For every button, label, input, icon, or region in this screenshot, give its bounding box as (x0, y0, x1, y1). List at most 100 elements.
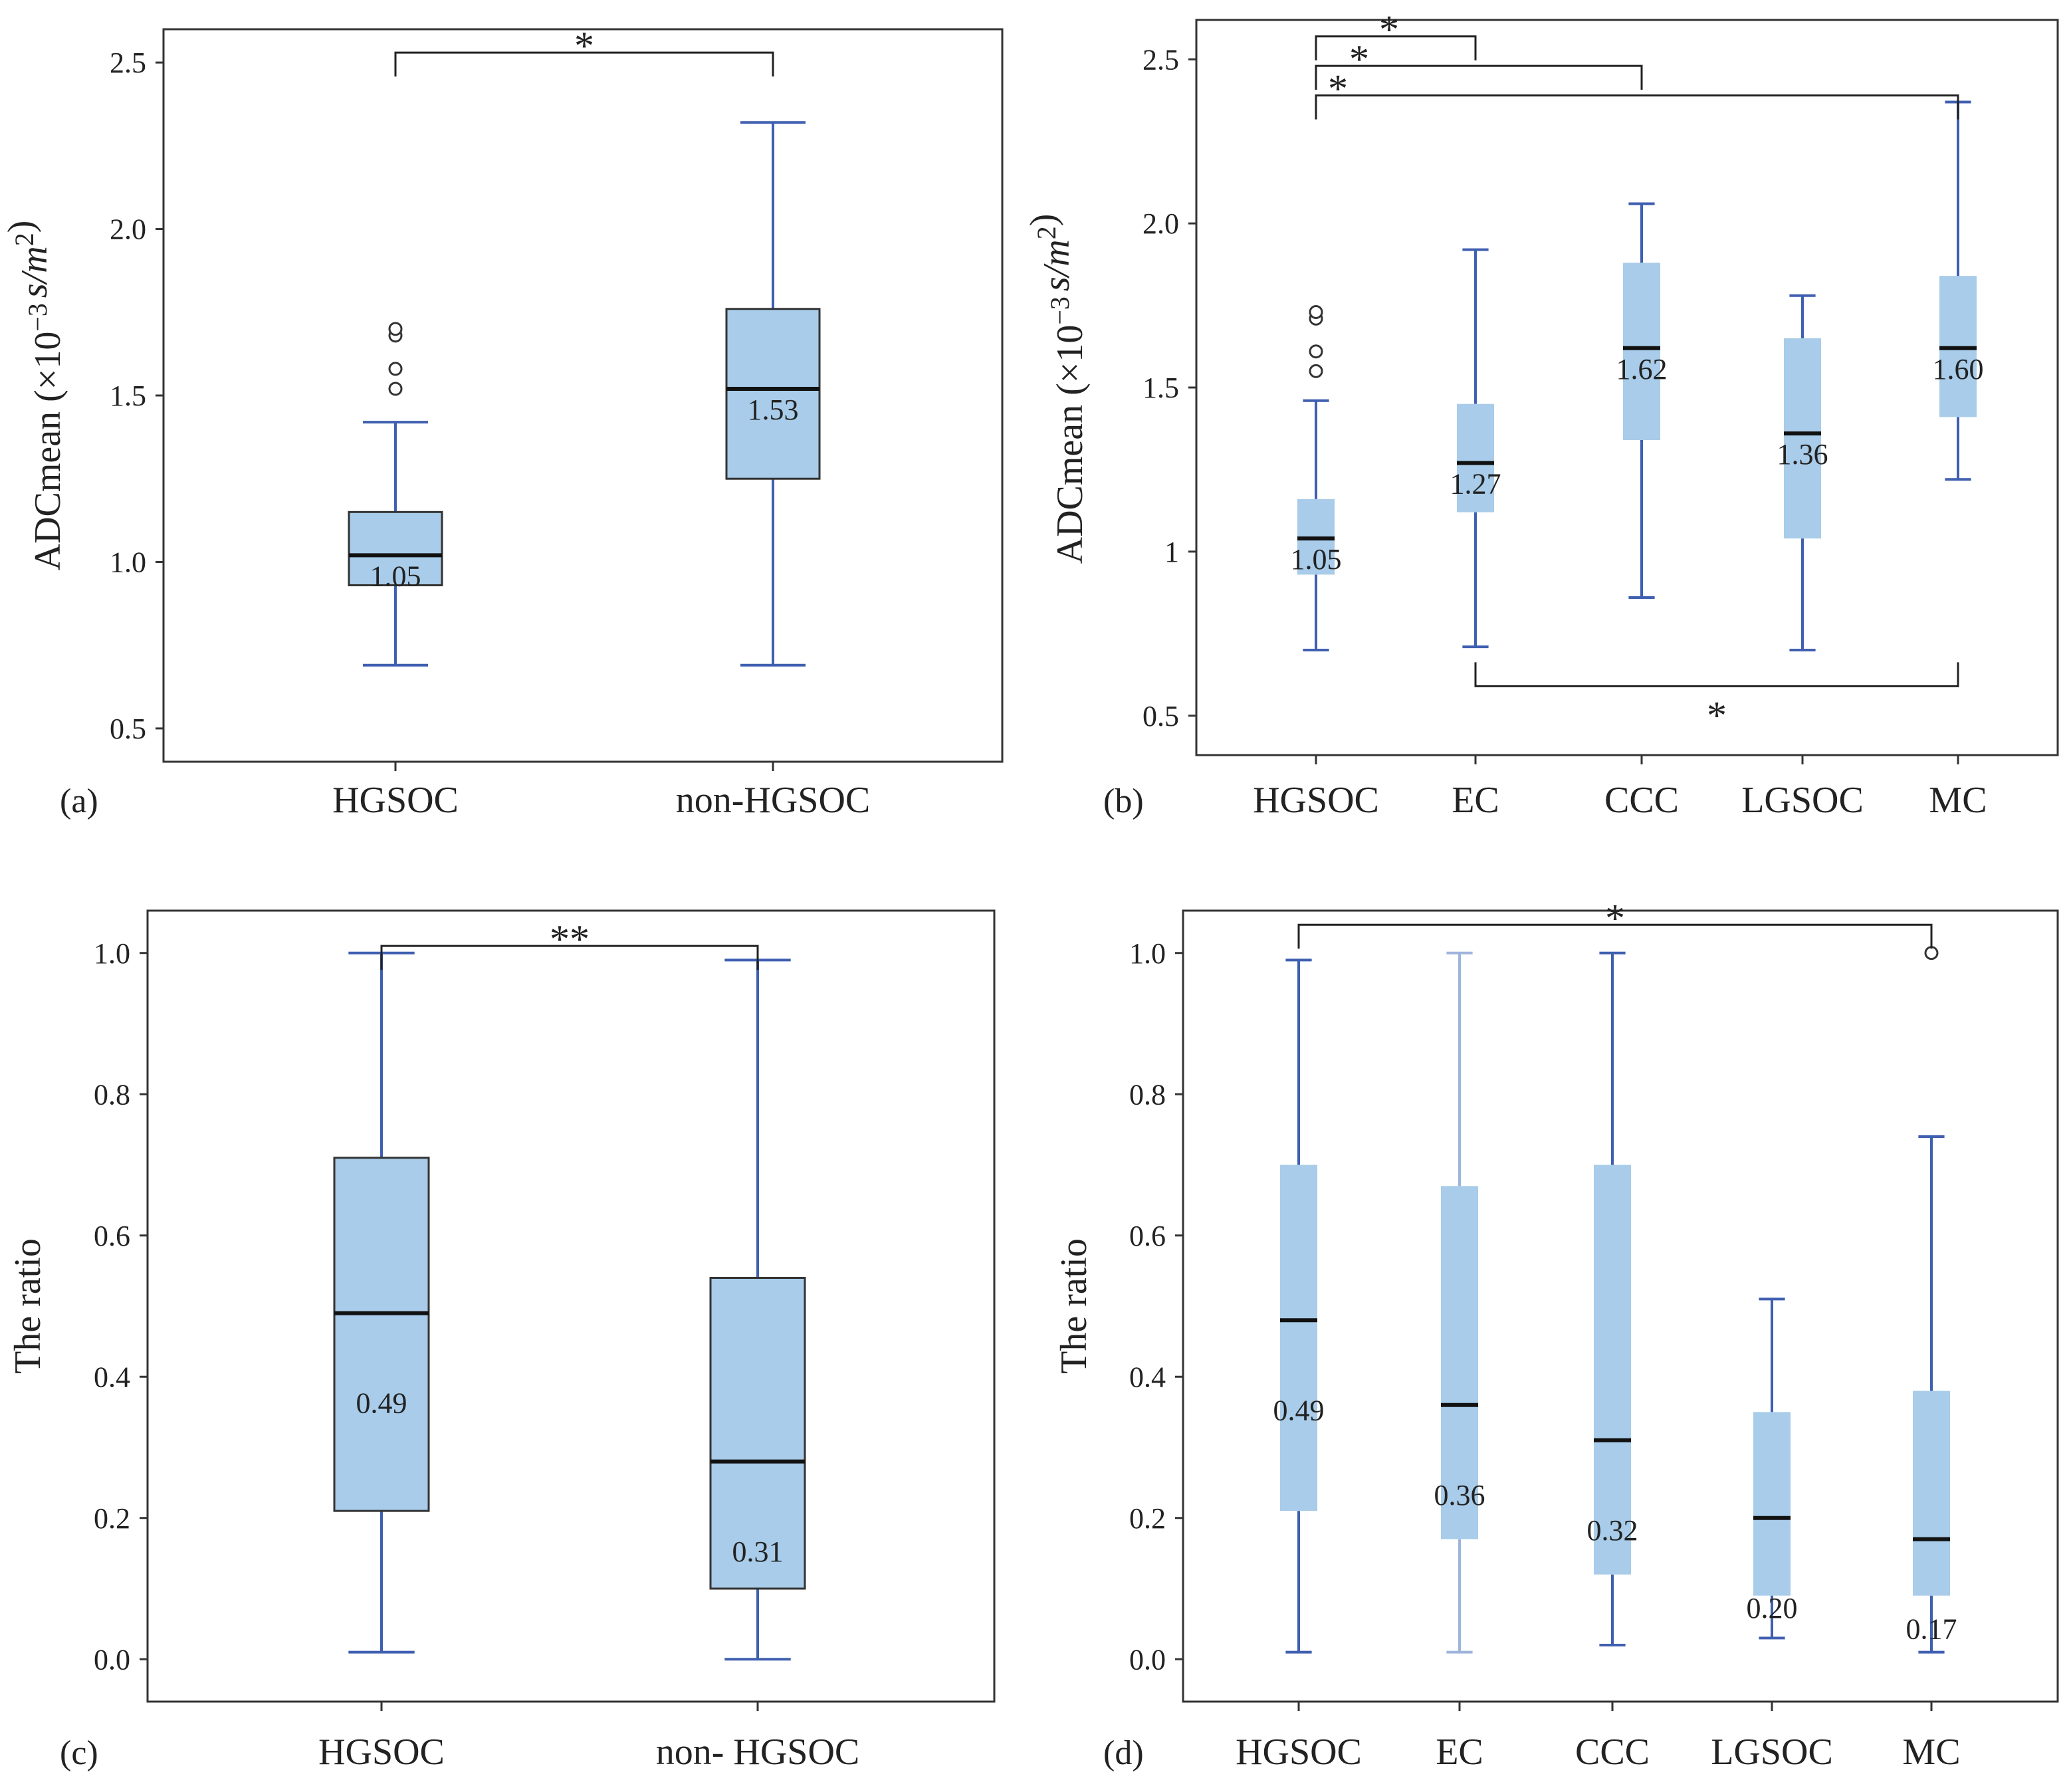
outlier-point (1924, 946, 1939, 960)
x-tick-label: EC (1452, 780, 1499, 821)
median-value-label: 1.05 (1291, 543, 1342, 576)
significance-bracket (380, 945, 759, 970)
y-axis-label-close: ) (1023, 214, 1064, 227)
y-axis-label-unit-exponent: 2 (9, 233, 39, 246)
box-iqr (1457, 403, 1494, 512)
significance-label: * (1379, 8, 1399, 52)
median-value-label: 0.32 (1587, 1514, 1638, 1547)
box-iqr (1280, 1165, 1317, 1512)
y-tick-label: 2.0 (1143, 207, 1179, 240)
x-tick-label: LGSOC (1711, 1732, 1833, 1773)
x-tick-label: HGSOC (1236, 1732, 1362, 1773)
y-axis-label-unit: s/m (14, 246, 55, 298)
y-axis-label-unit: s/m (1036, 239, 1077, 291)
panel-label: (b) (1103, 782, 1144, 820)
y-tick-label: 1.0 (94, 937, 130, 970)
box-iqr (1441, 1186, 1478, 1539)
x-tick-label: HGSOC (332, 780, 459, 821)
panel-d: 0.0 0.2 0.4 0.6 0.8 1.0 HGSOC EC CCC LGSOC MC (d) Th… (1053, 896, 2059, 1773)
y-tick-label: 2.5 (1143, 43, 1179, 76)
plot-frame (1182, 909, 2059, 1703)
y-axis-label-unit-exponent: 2 (1032, 226, 1061, 239)
y-tick-label: 1.0 (110, 546, 146, 578)
significance-label: * (1349, 37, 1369, 81)
y-tick-label: 0.0 (1129, 1643, 1166, 1676)
significance-label: * (574, 24, 594, 68)
median-value-label: 1.36 (1777, 438, 1828, 471)
y-axis-label-main: ADCmean (×10 (27, 332, 68, 571)
median-value-label: 1.53 (748, 393, 799, 426)
median-value-label: 0.49 (1273, 1394, 1325, 1426)
box-iqr (1623, 263, 1660, 440)
y-tick-label: 2.0 (110, 213, 146, 246)
significance-bracket (1315, 64, 1643, 90)
median-value-label: 0.31 (732, 1535, 784, 1568)
y-tick-label: 1.0 (1129, 937, 1166, 970)
panel-label: (c) (60, 1734, 98, 1772)
panel-label: (d) (1103, 1734, 1144, 1772)
x-tick-label: HGSOC (318, 1732, 445, 1773)
y-tick-label: 0.6 (1129, 1220, 1166, 1252)
y-tick-label: 0.5 (110, 713, 146, 745)
outlier-point (388, 362, 403, 376)
outlier-point (1309, 304, 1323, 319)
significance-label: * (1328, 67, 1348, 111)
y-axis-label: The ratio (1053, 1238, 1095, 1374)
y-tick-label: 0.6 (94, 1220, 130, 1252)
box-iqr (725, 308, 821, 480)
significance-label: * (1605, 896, 1625, 940)
y-tick-label: 0.5 (1143, 700, 1179, 732)
y-tick-label: 0.2 (1129, 1502, 1166, 1535)
median-value-label: 1.62 (1616, 353, 1668, 386)
median-value-label: 0.17 (1906, 1613, 1957, 1646)
y-tick-label: 2.5 (110, 47, 146, 79)
y-tick-label: 1 (1164, 536, 1179, 568)
significance-bracket (1315, 35, 1477, 60)
plot-frame (162, 28, 1004, 763)
outlier-point (388, 382, 403, 396)
plot-frame (146, 909, 996, 1703)
significance-bracket (1315, 94, 1959, 120)
median-value-label: 1.60 (1933, 353, 1984, 386)
panel-b: 0.5 1 1.5 2.0 2.5 HGSOC EC CCC LGSOC MC (b) ADCmean… (1023, 8, 2059, 821)
x-tick-label: CCC (1575, 1732, 1650, 1773)
significance-bracket (1474, 662, 1959, 687)
box-iqr (348, 510, 443, 587)
y-axis-label-main: The ratio (7, 1238, 49, 1374)
significance-label: * (1707, 693, 1727, 737)
box-iqr (333, 1157, 430, 1512)
y-tick-label: 0.8 (94, 1078, 130, 1111)
y-axis-label-main: ADCmean (×10 (1049, 325, 1091, 564)
y-axis-label-exponent: −3 (1045, 296, 1075, 325)
y-tick-label: 0.8 (1129, 1078, 1166, 1111)
outlier-point (1309, 344, 1323, 359)
panel-c: 0.0 0.2 0.4 0.6 0.8 1.0 HGSOC non- HGSOC (c) The … (7, 909, 996, 1773)
significance-label: ** (550, 917, 590, 961)
x-tick-label: CCC (1604, 780, 1679, 821)
median-value-label: 0.20 (1747, 1592, 1798, 1624)
y-axis-label: The ratio (7, 1238, 49, 1374)
x-tick-label: non- HGSOC (656, 1732, 859, 1773)
y-axis-label-exponent: −3 (23, 303, 53, 332)
box-iqr (1784, 338, 1821, 539)
box-iqr (1913, 1391, 1950, 1596)
box-iqr (1753, 1412, 1791, 1596)
significance-bracket (394, 51, 774, 77)
box-iqr (709, 1277, 806, 1590)
x-tick-label: MC (1902, 1732, 1960, 1773)
x-tick-label: LGSOC (1741, 780, 1864, 821)
median-value-label: 1.05 (370, 560, 421, 592)
median-value-label: 1.27 (1450, 468, 1501, 501)
outlier-point (388, 322, 403, 336)
y-tick-label: 0.4 (94, 1361, 130, 1393)
x-tick-label: HGSOC (1253, 780, 1379, 821)
outlier-point (1309, 364, 1323, 378)
y-tick-label: 1.5 (110, 380, 146, 412)
panel-label: (a) (60, 782, 98, 820)
median-value-label: 0.36 (1434, 1479, 1485, 1512)
x-tick-label: MC (1929, 780, 1987, 821)
y-tick-label: 1.5 (1143, 372, 1179, 404)
panel-a: 0.5 1.0 1.5 2.0 2.5 HGSOC non-HGSOC (a) ADCmean … (1, 24, 1004, 821)
y-tick-label: 0.2 (94, 1502, 130, 1535)
